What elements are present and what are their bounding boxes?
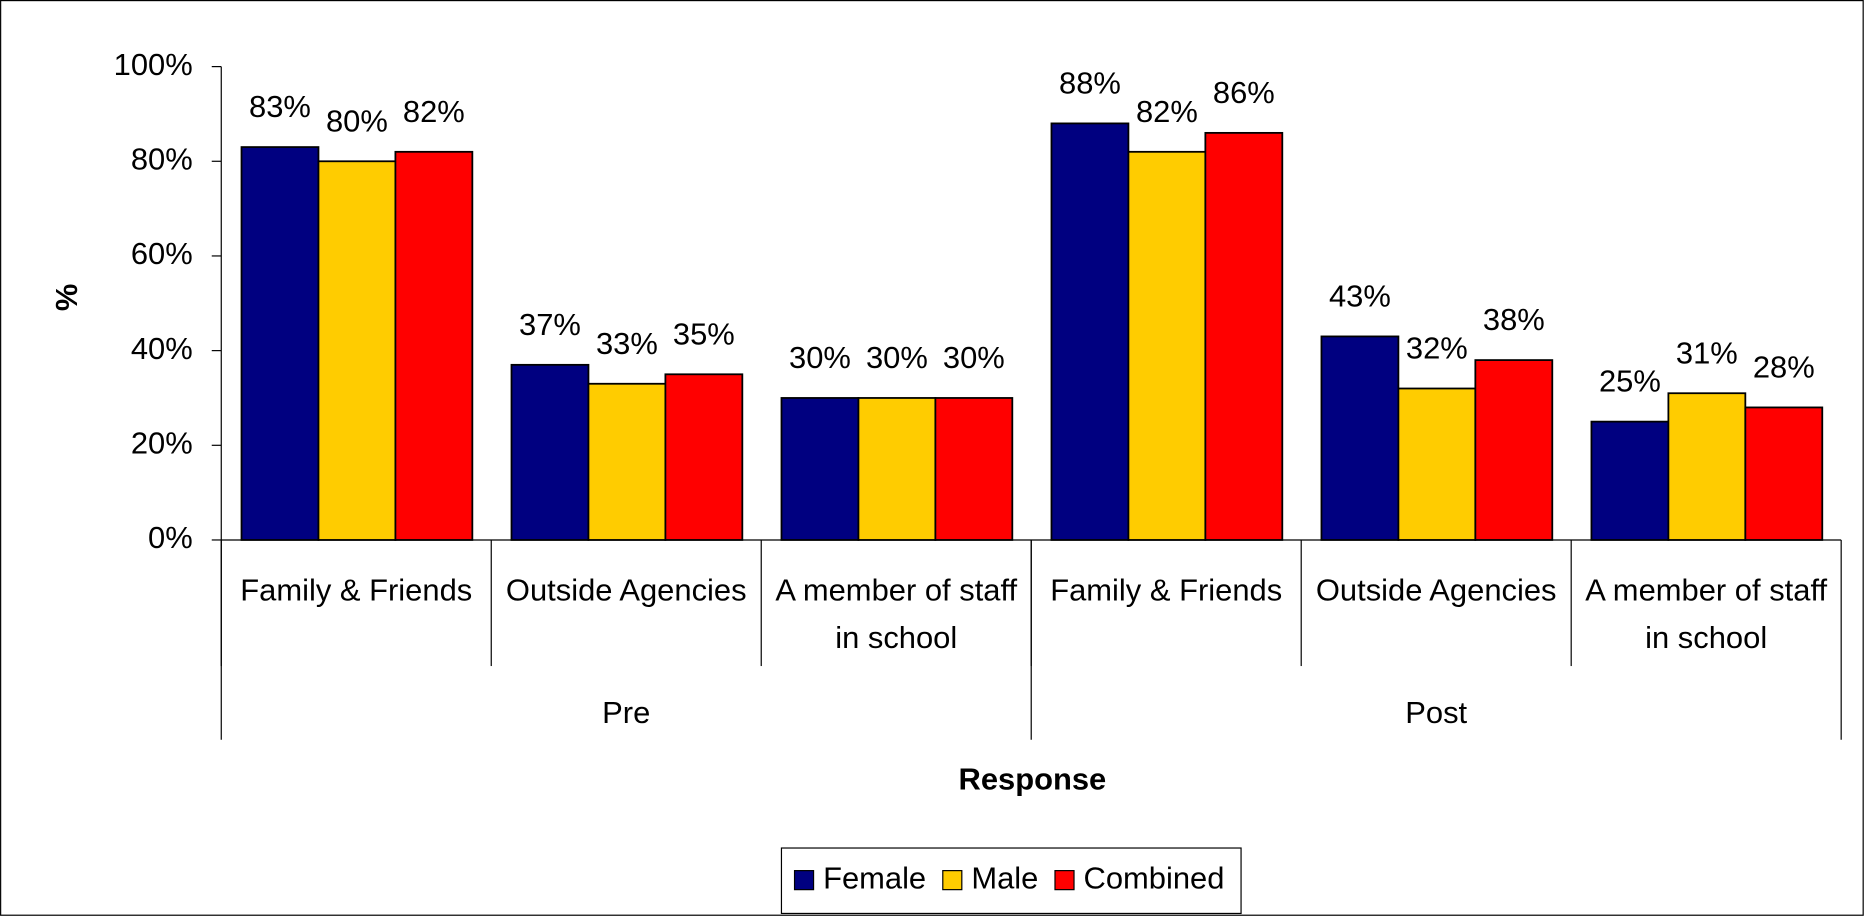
x-axis-title: Response [959,762,1107,797]
bar [1744,406,1824,541]
bar [1204,131,1284,541]
bar [857,397,937,541]
x-tick-label: Family & Friends [1050,572,1283,608]
data-label: 30% [943,340,1005,375]
bar [1474,359,1554,541]
data-label: 82% [1136,94,1198,129]
data-label: 88% [1059,66,1121,101]
x-tick-label: A member of staff in school [1585,572,1828,656]
x-tick-label-box: Outside Agencies [505,572,747,608]
legend-swatch [942,870,963,891]
data-label: 38% [1483,302,1545,337]
data-label: 35% [673,316,735,351]
data-label: 28% [1753,350,1815,385]
x-tick-label-box: Family & Friends [1050,572,1283,608]
y-tick-label: 80% [131,141,193,176]
bar [1127,150,1207,541]
y-axis-title: % [49,284,84,311]
legend-label: Male [971,860,1038,895]
data-label: 33% [596,326,658,361]
data-label: 37% [519,307,581,342]
bar [317,160,397,541]
data-label: 43% [1329,279,1391,314]
data-label: 30% [789,340,851,375]
y-tick-label: 60% [131,236,193,271]
x-tick-label-box: A member of staff in school [1585,572,1828,656]
x-tick-label: Family & Friends [240,572,473,608]
legend: Female Male Combined [780,847,1242,915]
y-tick-label: 100% [114,47,193,82]
x-tick-label-box: Outside Agencies [1315,572,1557,608]
bar [934,397,1014,541]
x-tick-label: A member of staff in school [775,572,1018,656]
y-tick-label: 40% [131,331,193,366]
legend-box [780,847,1242,915]
bar [394,150,474,541]
data-label: 80% [326,103,388,138]
group-label: Post [1405,695,1467,730]
data-label: 31% [1676,335,1738,370]
data-label: 30% [866,340,928,375]
x-tick-label: Outside Agencies [505,572,747,608]
data-label: 86% [1213,75,1275,110]
bar [1667,392,1747,541]
data-label: 82% [403,94,465,129]
legend-swatch [1054,870,1075,891]
data-label: 32% [1406,331,1468,366]
legend-label: Female [823,860,926,895]
bar [780,397,860,541]
legend-label: Combined [1084,860,1225,895]
bar [1050,122,1130,541]
x-tick-label: Outside Agencies [1315,572,1557,608]
x-tick-label-box: A member of staff in school [775,572,1018,656]
y-tick-label: 0% [148,520,193,555]
data-label: 25% [1599,364,1661,399]
legend-swatch [793,870,815,891]
bar [1397,387,1477,541]
bar [1590,420,1670,541]
data-label: 83% [249,89,311,124]
x-tick-label-box: Family & Friends [240,572,473,608]
group-label: Pre [602,695,650,730]
bar [240,146,320,541]
bar [510,363,590,541]
bar [1320,335,1400,541]
bar [587,382,667,541]
bar [664,373,744,541]
y-tick-label: 20% [131,425,193,460]
